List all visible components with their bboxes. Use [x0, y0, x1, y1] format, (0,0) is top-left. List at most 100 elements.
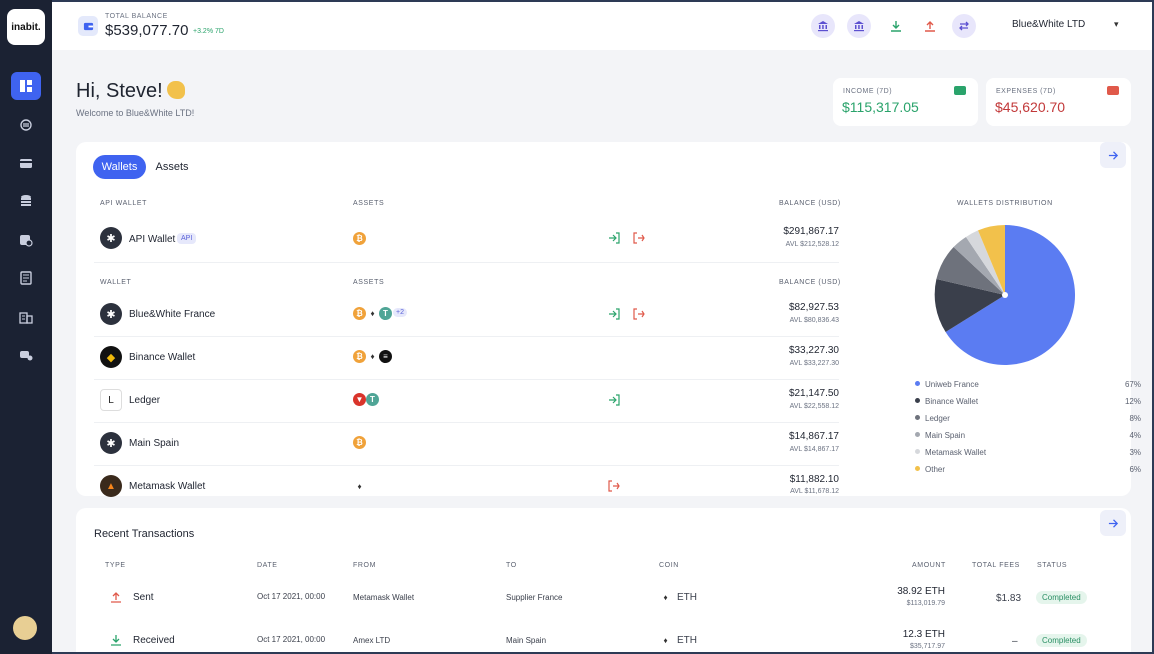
- tx-amount-usd: $35,717.97: [909, 643, 945, 650]
- top-bar: TOTAL BALANCE $539,077.70 +3.2% 7D Blue&…: [52, 2, 1152, 50]
- wallet-available: AVL $22,558.12: [789, 403, 839, 410]
- app-logo[interactable]: inabit.: [7, 9, 45, 45]
- wallet-available: AVL $14,867.17: [789, 446, 839, 453]
- bitcoin-icon: ₿: [353, 436, 366, 449]
- transactions-card: [76, 508, 1131, 652]
- wallet-name[interactable]: Main Spain: [129, 438, 180, 449]
- deposit-button[interactable]: [884, 14, 908, 38]
- received-icon: [111, 635, 121, 646]
- withdraw-button[interactable]: [918, 14, 942, 38]
- pie-slice-binance: [934, 279, 1005, 332]
- transactions-expand-button[interactable]: [1100, 510, 1126, 536]
- legend-percentage: 67%: [1124, 380, 1141, 389]
- status-badge: Completed: [1036, 591, 1087, 604]
- upload-icon: [925, 21, 935, 32]
- total-balance-value: $539,077.70: [105, 22, 189, 39]
- transactions-title: Recent Transactions: [94, 528, 195, 540]
- api-assets-header: ASSETS: [353, 200, 385, 207]
- deposit-icon[interactable]: [608, 394, 620, 406]
- pie-slice-main-spain: [953, 237, 1005, 295]
- tx-from: Amex LTD: [353, 636, 391, 645]
- api-wallet-name[interactable]: API Wallet: [129, 234, 176, 245]
- deposit-icon[interactable]: [608, 232, 620, 244]
- col-coin: COIN: [659, 562, 679, 569]
- database-icon: [21, 195, 31, 206]
- wallet-name[interactable]: Binance Wallet: [129, 352, 196, 363]
- income-card: INCOME (7D) $115,317.05: [833, 78, 978, 126]
- expenses-label: EXPENSES (7D): [996, 88, 1056, 95]
- support-icon: [20, 351, 33, 361]
- chevron-down-icon[interactable]: ▾: [1114, 19, 1119, 29]
- wallet-available: AVL $33,227.30: [789, 360, 839, 367]
- nav-organization[interactable]: [11, 303, 41, 331]
- tab-assets[interactable]: Assets: [155, 161, 189, 173]
- metamask-icon: ▲: [100, 475, 122, 497]
- ethereum-icon: ♦: [366, 350, 379, 363]
- bank-settings-button[interactable]: [811, 14, 835, 38]
- bank-button[interactable]: [847, 14, 871, 38]
- withdraw-icon[interactable]: [633, 232, 645, 244]
- nav-exchange[interactable]: [11, 111, 41, 139]
- legend-item: Other: [915, 465, 945, 474]
- deposit-icon[interactable]: [608, 308, 620, 320]
- wallet-name[interactable]: Metamask Wallet: [129, 481, 206, 492]
- tab-wallets[interactable]: Wallets: [93, 155, 146, 179]
- organization-selector[interactable]: Blue&White LTD: [1012, 19, 1086, 30]
- income-icon: [954, 86, 966, 95]
- col-status: STATUS: [1037, 562, 1068, 569]
- status-badge: Completed: [1036, 634, 1087, 647]
- ethereum-icon: ♦: [353, 480, 366, 493]
- withdraw-icon[interactable]: [633, 308, 645, 320]
- total-balance-label: TOTAL BALANCE: [105, 13, 168, 20]
- tx-amount-usd: $113,019.79: [906, 600, 945, 607]
- dashboard-icon: [20, 80, 32, 92]
- expenses-icon: [1107, 86, 1119, 95]
- transfer-button[interactable]: [952, 14, 976, 38]
- swap-icon: [959, 21, 969, 31]
- wallet-available: AVL $80,836.43: [789, 317, 839, 324]
- tx-to: Main Spain: [506, 636, 547, 645]
- tether-icon: T: [366, 393, 379, 406]
- download-icon: [891, 21, 901, 32]
- more-assets-badge[interactable]: +2: [393, 308, 407, 317]
- expenses-value: $45,620.70: [995, 99, 1066, 115]
- wallet-balance: $21,147.50: [788, 388, 839, 399]
- legend-item: Metamask Wallet: [915, 448, 986, 457]
- divider: [94, 465, 839, 466]
- legend-item: Uniweb France: [915, 380, 979, 389]
- wallet-balance: $14,867.17: [788, 431, 839, 442]
- nav-support[interactable]: [11, 341, 41, 369]
- bank-settings-icon: [818, 21, 828, 32]
- bitcoin-icon: ₿: [353, 350, 366, 363]
- nav-ledger[interactable]: [11, 264, 41, 292]
- wallet-icon: ✱: [100, 303, 122, 325]
- wallet-available: AVL $11,678.12: [790, 488, 839, 495]
- tx-type: Sent: [133, 592, 154, 603]
- nav-cards[interactable]: [11, 149, 41, 177]
- legend-item: Ledger: [915, 414, 950, 423]
- nav-dashboard[interactable]: [11, 72, 41, 100]
- legend-percentage: 6%: [1129, 465, 1141, 474]
- income-value: $115,317.05: [842, 99, 919, 115]
- wallet-name[interactable]: Ledger: [129, 395, 161, 406]
- api-wallet-balance: $291,867.17: [783, 226, 839, 237]
- nav-wallet-settings[interactable]: [11, 226, 41, 254]
- sidebar: inabit.: [0, 0, 52, 654]
- user-avatar[interactable]: [13, 616, 37, 640]
- bank-icon: [854, 21, 864, 32]
- wallets-expand-button[interactable]: [1100, 142, 1126, 168]
- wallet-balance: $82,927.53: [788, 302, 839, 313]
- wallet-settings-icon: [20, 235, 33, 247]
- api-wallet-header: API WALLET: [100, 200, 147, 207]
- wallet-name[interactable]: Blue&White France: [129, 309, 216, 320]
- col-amount: AMOUNT: [912, 562, 946, 569]
- expenses-card: EXPENSES (7D) $45,620.70: [986, 78, 1131, 126]
- ethereum-icon: ♦: [663, 593, 668, 602]
- tron-icon: ▼: [353, 393, 366, 406]
- withdraw-icon[interactable]: [608, 480, 620, 492]
- legend-percentage: 8%: [1129, 414, 1141, 423]
- nav-database[interactable]: [11, 187, 41, 215]
- legend-percentage: 4%: [1129, 431, 1141, 440]
- api-badge: API: [177, 233, 197, 244]
- divider: [94, 262, 839, 263]
